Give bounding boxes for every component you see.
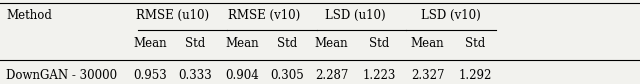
Text: 0.333: 0.333: [179, 69, 212, 82]
Text: Std: Std: [185, 37, 205, 50]
Text: 1.292: 1.292: [459, 69, 492, 82]
Text: 0.305: 0.305: [270, 69, 303, 82]
Text: Mean: Mean: [315, 37, 348, 50]
Text: 0.953: 0.953: [134, 69, 167, 82]
Text: Mean: Mean: [134, 37, 167, 50]
Text: 1.223: 1.223: [363, 69, 396, 82]
Text: 0.904: 0.904: [225, 69, 259, 82]
Text: Mean: Mean: [225, 37, 259, 50]
Text: Std: Std: [369, 37, 390, 50]
Text: LSD (u10): LSD (u10): [325, 9, 385, 22]
Text: 2.327: 2.327: [411, 69, 444, 82]
Text: Mean: Mean: [411, 37, 444, 50]
Text: LSD (v10): LSD (v10): [421, 9, 481, 22]
Text: Std: Std: [276, 37, 297, 50]
Text: Std: Std: [465, 37, 486, 50]
Text: RMSE (u10): RMSE (u10): [136, 9, 209, 22]
Text: RMSE (v10): RMSE (v10): [228, 9, 300, 22]
Text: 2.287: 2.287: [315, 69, 348, 82]
Text: Method: Method: [6, 9, 52, 22]
Text: DownGAN - 30000: DownGAN - 30000: [6, 69, 118, 82]
